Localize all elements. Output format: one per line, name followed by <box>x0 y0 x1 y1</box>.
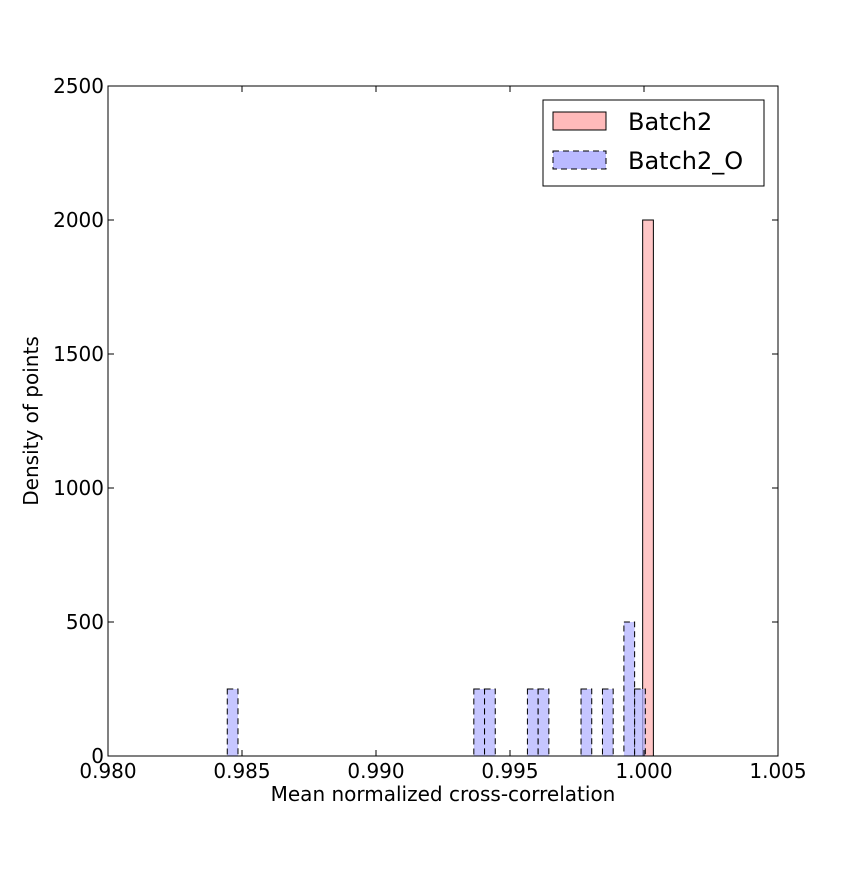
x-tick-label: 0.985 <box>213 759 270 783</box>
y-tick-label: 2500 <box>53 74 104 98</box>
y-tick-label: 1000 <box>53 476 104 500</box>
bar-batch2-o-4 <box>537 688 550 757</box>
bar-batch2-o-3 <box>526 688 539 757</box>
legend-label-batch2: Batch2 <box>628 108 712 136</box>
bar-batch2-o-5 <box>580 688 593 757</box>
legend: Batch2 Batch2_O <box>542 99 765 187</box>
ticks-layer: 0.980 0.985 0.990 0.995 1.000 1.005 0 500 1000 15… <box>53 74 807 783</box>
y-tick-label: 0 <box>91 744 104 768</box>
x-tick-label: 0.980 <box>79 759 136 783</box>
legend-swatch-batch2 <box>552 111 607 131</box>
y-tick-label: 500 <box>66 610 104 634</box>
legend-swatch-batch2-o <box>552 150 607 170</box>
bar-batch2-o-0 <box>226 688 239 757</box>
bar-batch2-o-8 <box>634 688 646 757</box>
y-tick-label: 1500 <box>53 342 104 366</box>
bar-batch2-o-6 <box>601 688 614 757</box>
bar-batch2-o-2 <box>484 688 496 757</box>
y-axis-label: Density of points <box>19 336 43 505</box>
x-axis-label: Mean normalized cross-correlation <box>271 782 616 806</box>
y-tick-label: 2000 <box>53 208 104 232</box>
legend-label-batch2-o: Batch2_O <box>628 147 743 175</box>
bar-batch2-o-1 <box>473 688 486 757</box>
x-tick-label: 0.995 <box>481 759 538 783</box>
bar-batch2-o-7 <box>623 621 636 757</box>
bars-layer <box>226 219 654 757</box>
bar-batch2-0 <box>642 219 654 757</box>
x-tick-label: 0.990 <box>347 759 404 783</box>
plot-frame <box>107 85 779 757</box>
x-tick-label: 1.005 <box>749 759 806 783</box>
x-tick-label: 1.000 <box>615 759 672 783</box>
